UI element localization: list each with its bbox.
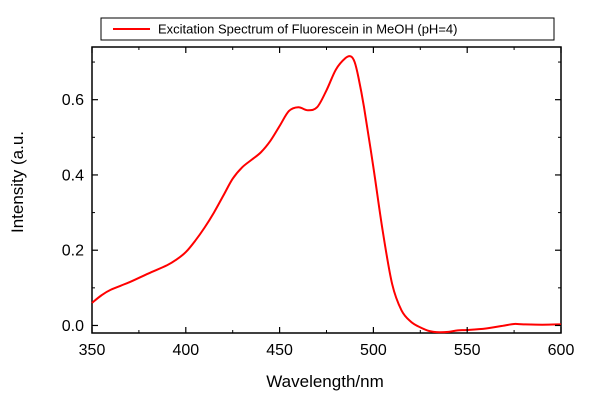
x-tick-label: 450 xyxy=(266,342,293,359)
x-tick-label: 400 xyxy=(172,342,199,359)
series-line xyxy=(91,55,562,334)
legend-box xyxy=(100,17,555,41)
x-tick-label: 600 xyxy=(548,342,575,359)
x-tick-label: 550 xyxy=(454,342,481,359)
series-group xyxy=(91,55,562,334)
y-tick-label: 0.4 xyxy=(62,167,84,184)
y-tick-label: 0.6 xyxy=(62,92,84,109)
y-axis-title: Intensity (a.u. xyxy=(8,131,27,233)
ticks-group: 350 400 450 500 550 600 0.0 0.2 0.4 0.6 xyxy=(62,47,575,359)
x-tick-label: 500 xyxy=(360,342,387,359)
x-axis-title: Wavelength/nm xyxy=(266,372,383,391)
legend-label: Excitation Spectrum of Fluorescein in Me… xyxy=(158,22,457,37)
legend: Excitation Spectrum of Fluorescein in Me… xyxy=(100,17,555,41)
y-tick-label: 0.2 xyxy=(62,243,84,260)
x-tick-label: 350 xyxy=(79,342,106,359)
y-tick-label: 0.0 xyxy=(62,318,84,335)
